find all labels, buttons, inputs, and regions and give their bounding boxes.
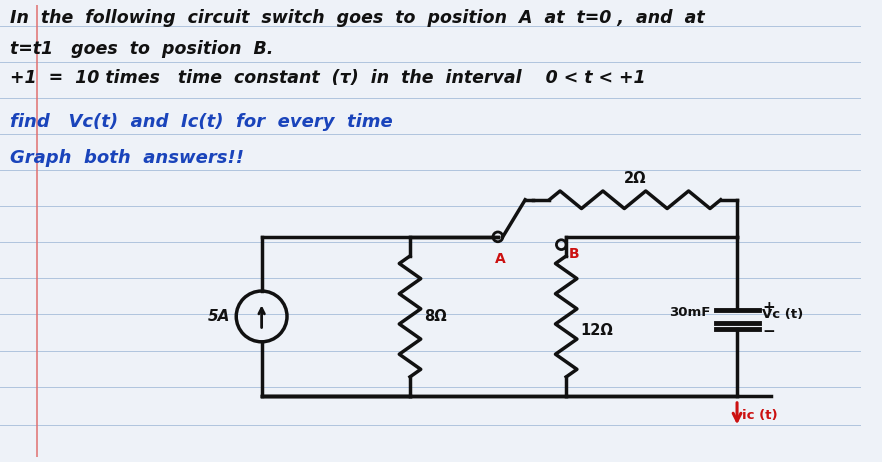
Text: A: A	[496, 252, 506, 267]
Text: 5A: 5A	[208, 309, 230, 324]
Text: −: −	[762, 323, 775, 339]
Text: Graph  both  answers!!: Graph both answers!!	[10, 149, 243, 167]
Text: B: B	[569, 247, 579, 261]
Text: 30mF: 30mF	[669, 306, 711, 319]
Text: iᴄ (t): iᴄ (t)	[742, 409, 778, 422]
Text: 2Ω: 2Ω	[624, 171, 647, 186]
Text: +: +	[762, 300, 775, 315]
Text: find   Vᴄ(t)  and  Iᴄ(t)  for  every  time: find Vᴄ(t) and Iᴄ(t) for every time	[10, 113, 392, 131]
Text: 8Ω: 8Ω	[423, 309, 446, 324]
Text: +1  =  10 times   time  constant  (τ)  in  the  interval    0 < t < +1: +1 = 10 times time constant (τ) in the i…	[10, 69, 646, 87]
Text: t=t1   goes  to  position  B.: t=t1 goes to position B.	[10, 40, 273, 58]
Text: Vc (t): Vc (t)	[762, 308, 804, 321]
Text: 12Ω: 12Ω	[579, 323, 613, 338]
Text: In  the  following  circuit  switch  goes  to  position  A  at  t=0 ,  and  at: In the following circuit switch goes to …	[10, 9, 705, 27]
